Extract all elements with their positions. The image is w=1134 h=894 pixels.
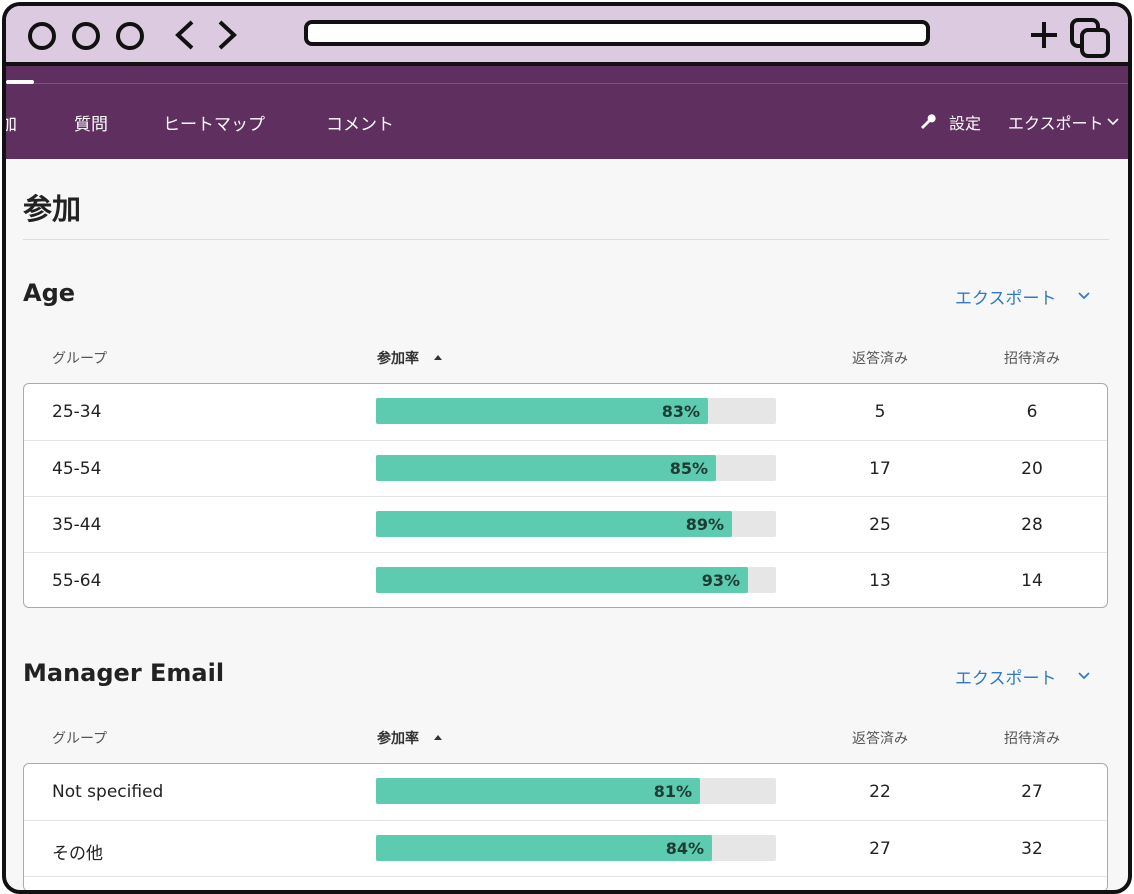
invited-cell: 27 <box>1021 782 1043 802</box>
column-header: 招待済み <box>1004 731 1060 747</box>
export-link[interactable]: エクスポート <box>955 669 1057 689</box>
data-table: Not specified 81% 22 27 その他 84% 27 32 mitsuo.has… <box>23 763 1108 890</box>
nav-separator <box>6 83 1128 84</box>
divider <box>23 239 1109 240</box>
nav-export[interactable]: エクスポート <box>1008 114 1104 133</box>
section-title: Age <box>23 279 76 307</box>
tab-buttons[interactable] <box>1026 14 1116 58</box>
rate-label: 93% <box>701 571 740 590</box>
app-nav: 加 質問 ヒートマップ コメント 設定 エクスポート <box>6 66 1128 159</box>
table-row[interactable]: mitsuo.hashimoto@goodman.c <box>24 876 1107 890</box>
rate-bar: 85% <box>376 455 716 481</box>
responded-cell: 22 <box>869 782 891 802</box>
nav-tab[interactable]: コメント <box>326 115 394 135</box>
bar-track: 89% <box>376 511 776 537</box>
bar-track: 84% <box>376 835 776 861</box>
column-header[interactable]: 参加率 <box>377 351 419 367</box>
group-cell: 25-34 <box>52 402 102 422</box>
table-row[interactable]: 25-34 83% 5 6 <box>24 384 1107 440</box>
rate-bar: 83% <box>376 398 708 424</box>
bar-track: 81% <box>376 778 776 804</box>
nav-tab[interactable]: 質問 <box>74 115 108 135</box>
bar-track: 85% <box>376 455 776 481</box>
rate-label: 89% <box>685 515 724 534</box>
nav-settings[interactable]: 設定 <box>949 114 982 133</box>
settings-icon <box>921 114 936 129</box>
rate-label: 85% <box>669 459 708 478</box>
chevron <box>1078 292 1090 300</box>
rate-bar: 81% <box>376 778 700 804</box>
column-header[interactable]: 参加率 <box>377 731 419 747</box>
invited-cell: 20 <box>1021 459 1043 479</box>
sort-icon <box>434 735 442 740</box>
active-indicator <box>6 80 34 84</box>
column-header: 返答済み <box>852 731 908 747</box>
nav-tab[interactable]: ヒートマップ <box>163 115 265 135</box>
invited-cell: 32 <box>1021 839 1043 859</box>
responded-cell: 25 <box>869 515 891 535</box>
window-button[interactable] <box>116 22 144 50</box>
invited-cell: 28 <box>1021 515 1043 535</box>
page-title: 参加 <box>23 192 82 226</box>
bar-track: 93% <box>376 567 776 593</box>
rate-label: 83% <box>661 402 700 421</box>
export-link[interactable]: エクスポート <box>955 289 1057 309</box>
table-row[interactable]: 35-44 89% 25 28 <box>24 496 1107 553</box>
column-header: グループ <box>52 731 108 747</box>
responded-cell: 17 <box>869 459 891 479</box>
browser-toolbar <box>6 6 1128 66</box>
responded-cell: 5 <box>874 402 886 422</box>
window-button[interactable] <box>72 22 100 50</box>
responded-cell: 13 <box>869 571 891 591</box>
invited-cell: 14 <box>1021 571 1043 591</box>
column-header: グループ <box>52 351 108 367</box>
column-header: 招待済み <box>1004 351 1060 367</box>
table-row[interactable]: Not specified 81% 22 27 <box>24 764 1107 820</box>
group-cell: 35-44 <box>52 515 102 535</box>
window-button[interactable] <box>28 22 56 50</box>
rate-label: 81% <box>653 782 692 801</box>
rate-label: 84% <box>665 839 704 858</box>
sort-icon <box>434 355 442 360</box>
chevron <box>1078 672 1090 680</box>
group-cell: その他 <box>52 844 103 864</box>
chevron <box>1107 118 1119 126</box>
table-row[interactable]: その他 84% 27 32 <box>24 820 1107 877</box>
group-cell: 55-64 <box>52 571 102 591</box>
rate-bar: 84% <box>376 835 712 861</box>
rate-bar: 93% <box>376 567 748 593</box>
responded-cell: 27 <box>869 839 891 859</box>
invited-cell: 6 <box>1026 402 1038 422</box>
table-row[interactable]: 55-64 93% 13 14 <box>24 552 1107 607</box>
data-table: 25-34 83% 5 6 45-54 85% 17 20 35-44 89% 25 28 55-64 9… <box>23 383 1108 608</box>
column-header: 返答済み <box>852 351 908 367</box>
group-cell: 45-54 <box>52 459 102 479</box>
rate-bar: 89% <box>376 511 732 537</box>
nav-arrows[interactable] <box>172 18 242 52</box>
address-bar[interactable] <box>304 20 930 46</box>
bar-track: 83% <box>376 398 776 424</box>
nav-tab[interactable]: 加 <box>6 110 17 135</box>
group-cell: Not specified <box>52 782 164 802</box>
section-title: Manager Email <box>23 659 225 687</box>
table-row[interactable]: 45-54 85% 17 20 <box>24 440 1107 497</box>
